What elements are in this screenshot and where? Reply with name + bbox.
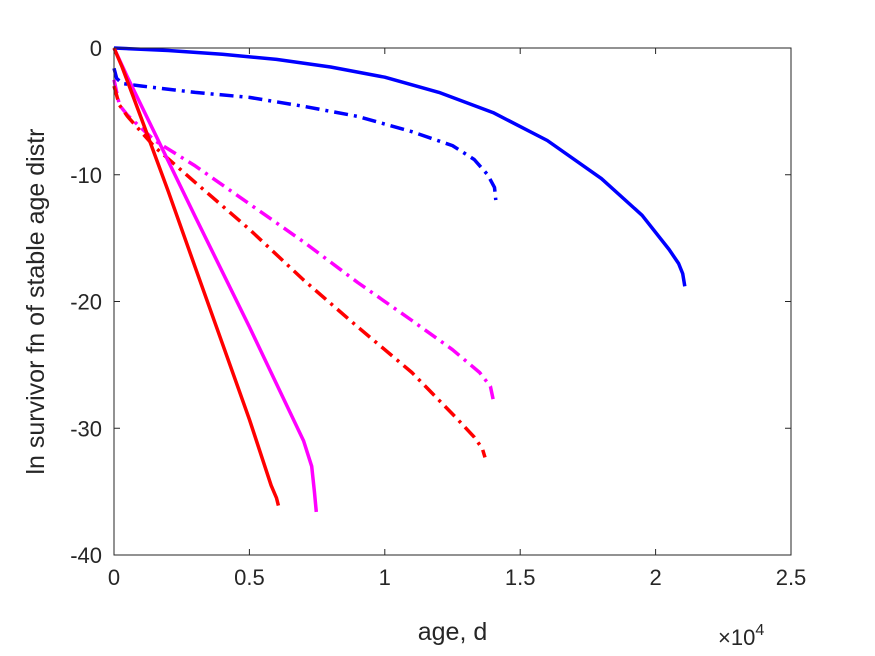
series-line-6	[112, 47, 281, 507]
ticks-layer: 0 0.5 1 1.5 2 2.5 0 -10 -20 -30 -40	[70, 36, 806, 590]
y-tick-label: -10	[70, 163, 102, 188]
y-tick-label: -40	[70, 543, 102, 568]
x-axis-exponent: ×104	[718, 622, 764, 650]
x-tick-label: 2	[649, 565, 661, 590]
y-axis-label: ln survivor fn of stable age distr	[22, 129, 50, 475]
y-tick-label: -30	[70, 416, 102, 441]
series-line-1	[113, 46, 687, 287]
series-layer	[112, 46, 687, 513]
series-line-5	[112, 47, 319, 513]
x-axis-label: age, d	[418, 618, 488, 646]
y-tick-label: 0	[90, 36, 102, 61]
y-tick-label: -20	[70, 290, 102, 315]
series-line-2	[112, 67, 498, 201]
x-tick-label: 0.5	[234, 565, 265, 590]
x-tick-label: 1.5	[505, 565, 536, 590]
x-axis-exponent-base: ×10	[718, 625, 755, 650]
x-tick-label: 0	[108, 565, 120, 590]
x-tick-label: 1	[379, 565, 391, 590]
x-axis-exponent-power: 4	[755, 622, 764, 639]
series-line-4	[112, 85, 487, 458]
x-tick-label: 2.5	[776, 565, 807, 590]
